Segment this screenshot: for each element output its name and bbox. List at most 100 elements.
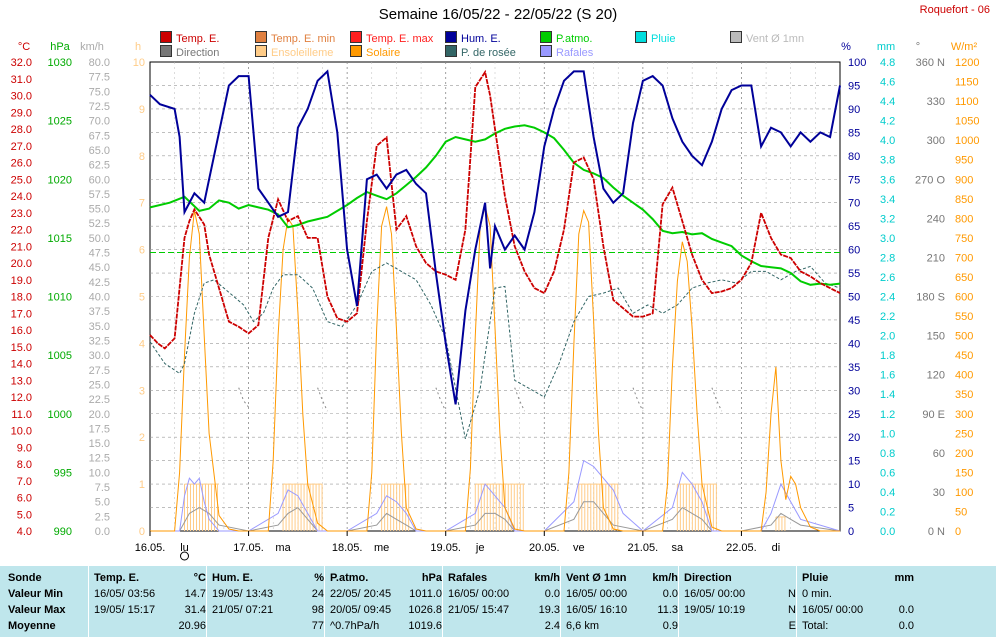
stats-value: 11.3 <box>657 604 678 616</box>
stats-cell: 16/05/ 00:00 <box>448 588 510 600</box>
tick-label-hum: 35 <box>848 362 860 374</box>
stats-cell: 16/05/ 00:00 <box>684 588 746 600</box>
tick-label-solaire: 150 <box>955 467 973 479</box>
week-start-marker <box>180 551 189 561</box>
tick-label-solaire: 400 <box>955 370 973 382</box>
stats-row-label: Valeur Min <box>8 588 64 600</box>
tick-label-vent: 62.5 <box>89 160 110 172</box>
tick-label-direction: 360 N <box>916 57 945 69</box>
series-direction <box>435 387 447 412</box>
series-direction <box>632 387 644 412</box>
swatch-icon <box>540 31 552 43</box>
series-direction <box>317 387 328 412</box>
tick-label-solaire: 1000 <box>955 135 979 147</box>
stats-cell-row: 16/05/ 00:00 0.0 <box>566 586 678 602</box>
stats-cell: 19/05/ 13:43 <box>212 588 274 600</box>
tick-label-temp: 32.0 <box>11 57 32 69</box>
tick-label-pluie: 0.0 <box>880 526 895 538</box>
tick-label-temp: 12.0 <box>11 392 32 404</box>
tick-label-vent: 55.0 <box>89 204 110 216</box>
tick-label-solaire: 250 <box>955 428 973 440</box>
tick-label-hum: 45 <box>848 315 860 327</box>
swatch-icon <box>160 45 172 57</box>
tick-label-vent: 10.0 <box>89 467 110 479</box>
stats-cell-row: 6,6 km 0.9 <box>566 618 678 634</box>
stats-cell-row: Temp. E. °C <box>94 570 206 586</box>
stats-value: N <box>788 588 796 600</box>
stats-separator <box>560 566 561 637</box>
axis-unit-pression: hPa <box>50 41 70 53</box>
tick-label-pluie: 3.0 <box>880 233 895 245</box>
stats-cell: 16/05/ 03:56 <box>94 588 156 600</box>
stats-column: Vent Ø 1mn km/h 16/05/ 00:00 0.0 16/05/ 16:1… <box>566 570 678 634</box>
axis-unit-solaire: W/m² <box>951 41 978 53</box>
stats-row-label: Moyenne <box>8 620 56 632</box>
tick-label-pression: 1030 <box>48 57 72 69</box>
stats-cell-row: Pluie mm <box>802 570 914 586</box>
stats-value: 19.3 <box>538 604 560 616</box>
tick-label-ensoleillement: 7 <box>139 198 145 210</box>
tick-label-vent: 75.0 <box>89 86 110 98</box>
stats-cell: 16/05/ 00:00 <box>566 588 628 600</box>
stats-cell: 6,6 km <box>566 620 600 632</box>
tick-label-solaire: 950 <box>955 155 973 167</box>
tick-label-hum: 100 <box>848 57 866 69</box>
legend-label: Pluie <box>651 33 676 45</box>
x-tick-label: 22.05. <box>726 542 757 554</box>
x-tick-label: je <box>475 542 485 554</box>
tick-label-vent: 42.5 <box>89 277 110 289</box>
tick-label-pluie: 3.2 <box>880 213 895 225</box>
tick-label-vent: 37.5 <box>89 306 110 318</box>
tick-label-vent: 15.0 <box>89 438 110 450</box>
swatch-icon <box>350 31 362 43</box>
tick-label-hum: 90 <box>848 104 860 116</box>
x-tick-label: 18.05. <box>332 542 363 554</box>
legend-label: Direction <box>176 47 220 59</box>
tick-label-temp: 18.0 <box>11 292 32 304</box>
stats-cell-row: 16/05/ 00:00 0.0 <box>448 586 560 602</box>
stats-cell: 22/05/ 20:45 <box>330 588 392 600</box>
stats-cell-row: 16/05/ 16:10 11.3 <box>566 602 678 618</box>
tick-label-temp: 24.0 <box>11 191 32 203</box>
tick-label-pluie: 1.8 <box>880 350 895 362</box>
legend-item: Solaire <box>350 45 400 59</box>
tick-label-direction: 0 N <box>928 526 945 538</box>
stats-cell-row: 16/05/ 00:00 N <box>684 586 796 602</box>
stats-separator <box>796 566 797 637</box>
tick-label-hum: 20 <box>848 432 860 444</box>
stats-column: Hum. E.% 19/05/ 13:43 24 21/05/ 07:21 98 77 <box>212 570 324 634</box>
legend-label: Ensoleilleme <box>271 47 334 59</box>
tick-label-pluie: 2.8 <box>880 252 895 264</box>
legend-item: Ensoleilleme <box>255 45 333 59</box>
stats-value: 98 <box>311 604 324 616</box>
stats-value: 0.0 <box>662 588 678 600</box>
x-tick-label: lu <box>180 542 189 554</box>
tick-label-pluie: 0.4 <box>880 487 895 499</box>
stats-value: 1026.8 <box>408 604 442 616</box>
tick-label-pluie: 1.4 <box>880 389 895 401</box>
tick-label-vent: 80.0 <box>89 57 110 69</box>
tick-label-ensoleillement: 3 <box>139 385 145 397</box>
tick-label-solaire: 350 <box>955 389 973 401</box>
tick-label-direction: 330 <box>927 96 945 108</box>
legend-item: Temp. E. min <box>255 31 335 45</box>
axis-unit-direction: ° <box>916 41 920 53</box>
stats-separator <box>678 566 679 637</box>
tick-label-direction: 210 <box>927 252 945 264</box>
tick-label-temp: 19.0 <box>11 275 32 287</box>
tick-label-vent: 0.0 <box>95 526 110 538</box>
tick-label-pluie: 0.8 <box>880 448 895 460</box>
tick-label-vent: 45.0 <box>89 262 110 274</box>
stats-row-label: Sonde <box>8 572 42 584</box>
tick-label-pluie: 2.0 <box>880 331 895 343</box>
tick-label-direction: 300 <box>927 135 945 147</box>
stats-cell-row: 21/05/ 15:47 19.3 <box>448 602 560 618</box>
legend-item: Temp. E. max <box>350 31 433 45</box>
legend-label: Temp. E. min <box>271 33 336 45</box>
tick-label-pluie: 2.2 <box>880 311 895 323</box>
tick-label-direction: 60 <box>933 448 945 460</box>
stats-cell: Total: <box>802 620 829 632</box>
tick-label-hum: 60 <box>848 245 860 257</box>
tick-label-hum: 10 <box>848 479 860 491</box>
stats-value: N <box>788 604 796 616</box>
